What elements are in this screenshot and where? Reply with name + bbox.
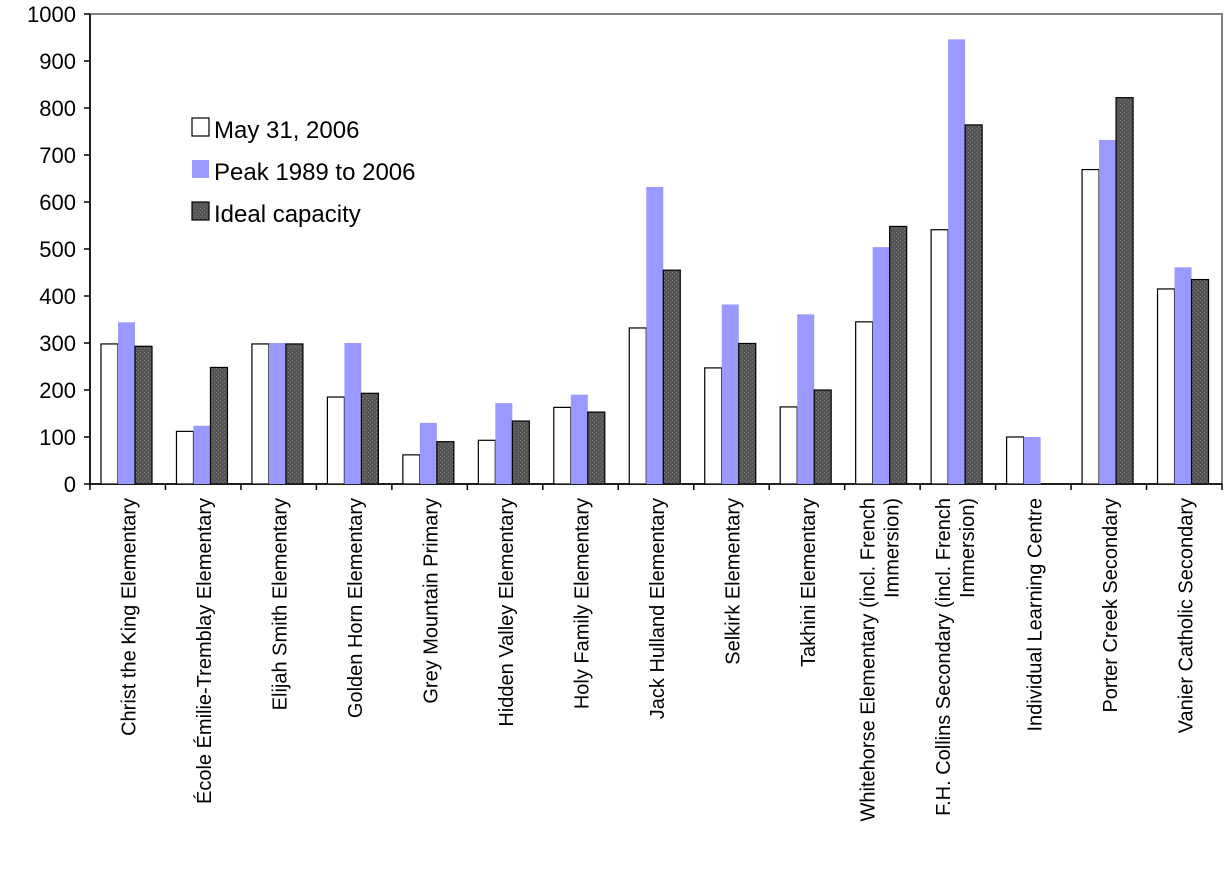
legend-swatch [192,160,209,178]
bar-may-31-2006 [175,430,195,485]
y-tick-label: 200 [39,378,76,403]
bar-peak-1989-to-2006 [721,304,739,484]
bar-may-31-2006 [628,327,647,485]
x-category-label: Vanier Catholic Secondary [1175,498,1197,733]
bar-peak-1989-to-2006 [1174,267,1192,484]
y-tick-label: 100 [39,425,76,450]
bar-may-31-2006 [553,406,572,485]
bar-may-31-2006 [251,343,270,485]
x-category-label: Porter Creek Secondary [1100,498,1122,713]
y-tick-label: 900 [39,49,76,74]
x-category-label: Individual Learning Centre [1024,498,1046,732]
legend-label: May 31, 2006 [214,117,359,144]
x-category-label: Holy Family Elementary [572,498,594,709]
legend-swatch [191,117,210,137]
bar-ideal-capacity [436,441,455,485]
bar-peak-1989-to-2006 [344,343,362,484]
legend-label: Peak 1989 to 2006 [214,159,416,186]
bar-peak-1989-to-2006 [797,314,815,484]
bar-peak-1989-to-2006 [570,394,588,484]
bar-may-31-2006 [1081,168,1100,485]
x-category-label: F.H. Collins Secondary (incl. French [933,498,955,816]
bar-ideal-capacity [1190,278,1210,485]
x-category-label: Immersion) [957,498,979,598]
x-category-label: École Émilie-Tremblay Elementary [193,498,216,804]
y-tick-label: 300 [39,331,76,356]
x-category-label: Whitehorse Elementary (incl. French [857,498,879,821]
y-tick-label: 1000 [27,2,76,27]
bar-ideal-capacity [889,225,908,485]
y-tick-label: 0 [64,472,76,497]
bar-peak-1989-to-2006 [193,425,211,484]
y-tick-label: 700 [39,143,76,168]
bar-peak-1989-to-2006 [646,186,664,484]
x-category-label: Takhini Elementary [798,498,820,667]
legend-swatch [191,201,210,221]
bar-may-31-2006 [779,406,798,485]
bar-ideal-capacity [662,269,681,485]
bar-peak-1989-to-2006 [872,247,890,484]
x-category-label: Grey Mountain Primary [421,498,443,704]
x-category-label: Christ the King Elementary [119,498,141,736]
bar-may-31-2006 [326,396,345,485]
bar-peak-1989-to-2006 [118,322,135,484]
bar-may-31-2006 [930,229,949,485]
bar-peak-1989-to-2006 [1099,139,1117,484]
y-tick-label: 500 [39,237,76,262]
bar-may-31-2006 [1005,436,1025,485]
x-category-label: Golden Horn Elementary [345,498,367,718]
bar-may-31-2006 [1156,288,1176,485]
bar-ideal-capacity [813,389,832,485]
y-axis: 0 100 200 300 400 500 600 700 800 900 1000 [27,2,91,497]
x-category-label: Hidden Valley Elementary [496,498,518,727]
bar-may-31-2006 [100,343,119,485]
x-category-label: Immersion) [881,498,903,598]
bar-may-31-2006 [855,321,874,485]
bar-ideal-capacity [738,342,757,485]
bar-peak-1989-to-2006 [419,422,437,484]
bar-may-31-2006 [704,367,723,485]
bars [100,39,1210,485]
bar-ideal-capacity [587,411,606,485]
bar-ideal-capacity [209,366,229,485]
bar-may-31-2006 [477,439,496,485]
legend-label: Ideal capacity [214,201,361,228]
bar-peak-1989-to-2006 [948,39,966,484]
y-tick-label: 600 [39,190,76,215]
bar-ideal-capacity [511,420,530,485]
bar-may-31-2006 [402,454,421,485]
bar-ideal-capacity [285,343,304,485]
bar-ideal-capacity [360,392,379,485]
bar-peak-1989-to-2006 [268,343,286,484]
bar-ideal-capacity [964,124,983,485]
bar-peak-1989-to-2006 [495,403,513,484]
legend: May 31, 2006 Peak 1989 to 2006 Ideal capac… [191,117,416,228]
bar-ideal-capacity [134,345,153,485]
x-category-label: Selkirk Elementary [722,498,744,665]
x-category-label: Elijah Smith Elementary [270,498,292,710]
bar-ideal-capacity [1115,97,1134,485]
x-axis: Christ the King Elementary École Émilie-T… [89,483,1223,821]
x-category-label: Jack Hulland Elementary [647,498,669,719]
y-tick-label: 400 [39,284,76,309]
bar-peak-1989-to-2006 [1023,437,1041,484]
y-tick-label: 800 [39,96,76,121]
